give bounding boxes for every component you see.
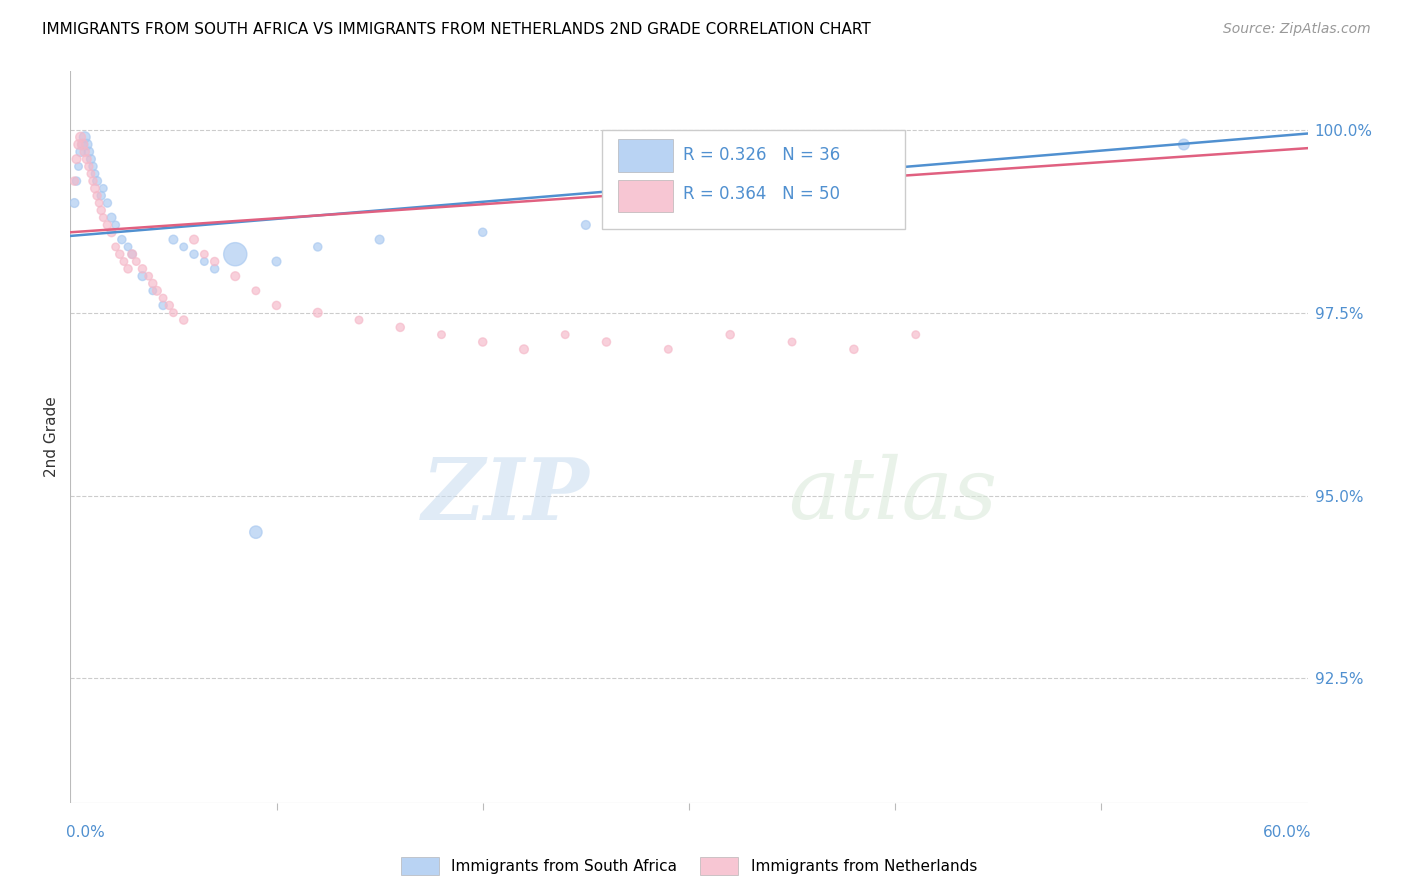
- Point: [224, 247, 246, 261]
- Point: [204, 261, 226, 276]
- Point: [389, 320, 412, 334]
- Point: [1173, 137, 1195, 152]
- Point: [266, 254, 288, 268]
- Point: [173, 240, 195, 254]
- Point: [131, 261, 153, 276]
- Point: [96, 218, 118, 232]
- Point: [77, 145, 100, 159]
- Text: IMMIGRANTS FROM SOUTH AFRICA VS IMMIGRANTS FROM NETHERLANDS 2ND GRADE CORRELATIO: IMMIGRANTS FROM SOUTH AFRICA VS IMMIGRAN…: [42, 22, 870, 37]
- Point: [183, 247, 205, 261]
- Point: [63, 174, 86, 188]
- Point: [718, 327, 741, 342]
- Point: [430, 327, 453, 342]
- Point: [554, 327, 576, 342]
- Point: [72, 137, 94, 152]
- Text: R = 0.364   N = 50: R = 0.364 N = 50: [683, 186, 839, 203]
- Point: [575, 218, 598, 232]
- Text: ZIP: ZIP: [422, 454, 591, 537]
- Point: [138, 269, 160, 284]
- Point: [595, 334, 617, 349]
- Text: 0.0%: 0.0%: [66, 825, 105, 839]
- Point: [67, 160, 90, 174]
- Point: [90, 188, 112, 202]
- Point: [117, 240, 139, 254]
- Point: [89, 196, 111, 211]
- Point: [76, 152, 98, 166]
- Point: [82, 160, 104, 174]
- Text: R = 0.326   N = 36: R = 0.326 N = 36: [683, 146, 839, 164]
- Point: [73, 130, 96, 145]
- Point: [307, 306, 329, 320]
- Point: [842, 343, 865, 357]
- Point: [117, 261, 139, 276]
- FancyBboxPatch shape: [602, 130, 905, 228]
- Point: [471, 225, 494, 239]
- Point: [84, 167, 107, 181]
- Point: [111, 233, 134, 247]
- Point: [471, 334, 494, 349]
- Point: [245, 525, 267, 540]
- Point: [84, 181, 107, 195]
- Point: [80, 167, 103, 181]
- Point: [96, 196, 118, 211]
- Point: [90, 203, 112, 218]
- Point: [162, 233, 184, 247]
- Point: [91, 181, 114, 195]
- Point: [142, 277, 165, 291]
- Point: [100, 211, 122, 225]
- Point: [368, 233, 391, 247]
- Point: [69, 145, 91, 159]
- Point: [63, 196, 86, 211]
- Text: 60.0%: 60.0%: [1263, 825, 1312, 839]
- Point: [86, 188, 108, 202]
- Point: [104, 240, 127, 254]
- Point: [307, 240, 329, 254]
- Point: [100, 225, 122, 239]
- Y-axis label: 2nd Grade: 2nd Grade: [44, 397, 59, 477]
- Point: [193, 254, 215, 268]
- Point: [121, 247, 143, 261]
- Point: [91, 211, 114, 225]
- Point: [513, 343, 536, 357]
- Point: [72, 137, 94, 152]
- Point: [65, 174, 87, 188]
- Point: [157, 298, 180, 312]
- Point: [146, 284, 169, 298]
- Point: [80, 152, 103, 166]
- FancyBboxPatch shape: [619, 139, 673, 171]
- Point: [780, 334, 803, 349]
- Point: [152, 291, 174, 305]
- Point: [121, 247, 143, 261]
- Point: [347, 313, 370, 327]
- Point: [224, 269, 246, 284]
- Point: [125, 254, 148, 268]
- Point: [204, 254, 226, 268]
- Text: Source: ZipAtlas.com: Source: ZipAtlas.com: [1223, 22, 1371, 37]
- FancyBboxPatch shape: [619, 179, 673, 211]
- Point: [142, 284, 165, 298]
- Point: [73, 145, 96, 159]
- Point: [82, 174, 104, 188]
- Point: [266, 298, 288, 312]
- Point: [152, 298, 174, 312]
- Point: [173, 313, 195, 327]
- Point: [162, 306, 184, 320]
- Point: [67, 137, 90, 152]
- Point: [131, 269, 153, 284]
- Point: [183, 233, 205, 247]
- Point: [76, 137, 98, 152]
- Point: [657, 343, 679, 357]
- Text: atlas: atlas: [787, 454, 997, 537]
- Legend: Immigrants from South Africa, Immigrants from Netherlands: Immigrants from South Africa, Immigrants…: [396, 853, 981, 880]
- Point: [112, 254, 135, 268]
- Point: [245, 284, 267, 298]
- Point: [904, 327, 927, 342]
- Point: [69, 130, 91, 145]
- Point: [108, 247, 131, 261]
- Point: [65, 152, 87, 166]
- Point: [77, 160, 100, 174]
- Point: [104, 218, 127, 232]
- Point: [193, 247, 215, 261]
- Point: [86, 174, 108, 188]
